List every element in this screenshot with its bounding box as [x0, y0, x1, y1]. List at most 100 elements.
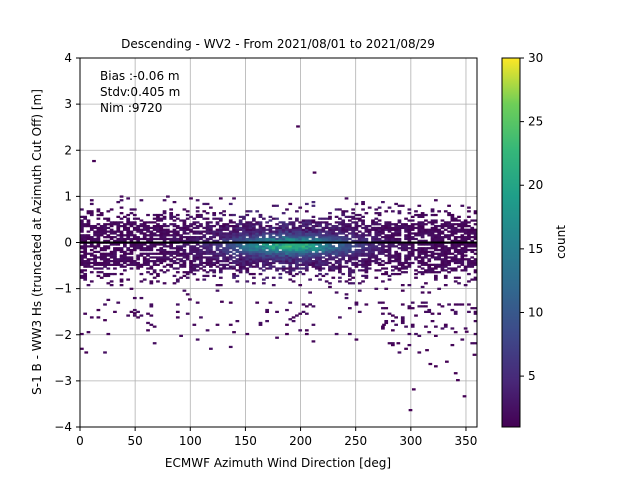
heatmap-cell	[149, 236, 154, 239]
heatmap-cell	[460, 228, 465, 231]
heatmap-cell	[410, 215, 415, 218]
heatmap-cell	[248, 243, 253, 246]
heatmap-cell	[261, 234, 266, 237]
heatmap-cell	[400, 245, 405, 248]
heatmap-cell	[222, 247, 226, 250]
heatmap-cell	[347, 269, 352, 272]
heatmap-cell	[185, 210, 190, 213]
heatmap-cell	[453, 303, 458, 306]
heatmap-cell	[268, 252, 273, 255]
heatmap-cell	[205, 212, 210, 215]
heatmap-cell	[192, 258, 197, 261]
heatmap-cell	[351, 245, 355, 248]
heatmap-cell	[364, 269, 369, 272]
heatmap-cell	[228, 345, 233, 349]
heatmap-cell	[271, 217, 276, 220]
heatmap-cell	[354, 338, 359, 341]
heatmap-cell	[258, 230, 263, 233]
heatmap-cell	[453, 230, 458, 233]
heatmap-cell	[152, 224, 157, 228]
heatmap-cell	[367, 224, 372, 228]
heatmap-cell	[473, 307, 477, 310]
heatmap-cell	[83, 252, 88, 255]
heatmap-cell	[384, 250, 389, 254]
x-tick-label: 100	[179, 434, 202, 448]
heatmap-cell	[341, 228, 346, 231]
heatmap-cell	[96, 232, 101, 235]
heatmap-cell	[298, 206, 303, 209]
heatmap-cell	[156, 243, 160, 246]
heatmap-cell	[113, 223, 117, 226]
heatmap-cell	[364, 226, 369, 230]
heatmap-cell	[103, 274, 107, 278]
heatmap-cell	[288, 217, 293, 220]
heatmap-cell	[312, 171, 317, 174]
heatmap-cell	[420, 215, 425, 218]
heatmap-cell	[169, 234, 174, 237]
heatmap-cell	[404, 248, 408, 252]
heatmap-cell	[106, 254, 111, 257]
heatmap-cell	[192, 265, 197, 268]
heatmap-cell	[129, 230, 134, 233]
heatmap-cell	[255, 245, 260, 248]
heatmap-cell	[238, 239, 243, 242]
heatmap-cell	[152, 261, 157, 265]
heatmap-cell	[424, 325, 428, 328]
heatmap-cell	[304, 329, 309, 332]
heatmap-cell	[245, 210, 250, 213]
heatmap-cell	[159, 226, 164, 230]
heatmap-cell	[341, 248, 346, 252]
heatmap-cell	[291, 250, 296, 254]
heatmap-cell	[361, 274, 365, 278]
heatmap-cell	[215, 245, 220, 248]
heatmap-cell	[295, 254, 299, 257]
heatmap-cell	[222, 252, 226, 255]
heatmap-cell	[404, 230, 408, 233]
heatmap-cell	[417, 224, 422, 228]
heatmap-cell	[447, 260, 451, 263]
heatmap-cell	[159, 219, 164, 222]
heatmap-cell	[440, 327, 445, 330]
heatmap-cell	[278, 237, 283, 241]
heatmap-cell	[225, 245, 230, 248]
heatmap-cell	[166, 224, 170, 228]
heatmap-cell	[275, 239, 279, 242]
heatmap-cell	[109, 221, 114, 224]
heatmap-cell	[271, 254, 276, 257]
heatmap-cell	[156, 213, 160, 217]
heatmap-cell	[225, 250, 230, 254]
heatmap-cell	[324, 261, 329, 265]
heatmap-cell	[93, 260, 97, 263]
heatmap-cell	[169, 215, 174, 218]
heatmap-cell	[142, 223, 147, 226]
heatmap-cell	[275, 217, 279, 220]
heatmap-cell	[377, 261, 382, 265]
heatmap-cell	[261, 260, 266, 263]
heatmap-cell	[212, 232, 217, 235]
heatmap-cell	[324, 272, 329, 276]
heatmap-cell	[192, 269, 197, 272]
heatmap-cell	[470, 261, 475, 265]
heatmap-cell	[261, 254, 266, 257]
heatmap-cell	[354, 226, 359, 230]
heatmap-cell	[351, 232, 355, 235]
heatmap-cell	[420, 258, 425, 261]
heatmap-cell	[334, 239, 339, 242]
heatmap-cell	[146, 260, 150, 263]
heatmap-cell	[232, 260, 236, 263]
heatmap-cell	[172, 282, 177, 285]
heatmap-cell	[172, 237, 177, 241]
heatmap-cell	[248, 232, 253, 235]
heatmap-cell	[103, 230, 107, 233]
heatmap-cell	[258, 258, 263, 261]
heatmap-cell	[222, 224, 226, 228]
heatmap-cell	[199, 267, 203, 270]
heatmap-cell	[215, 256, 220, 259]
heatmap-cell	[437, 303, 442, 306]
heatmap-cell	[467, 228, 471, 231]
heatmap-cell	[301, 232, 306, 235]
heatmap-cell	[83, 248, 88, 252]
heatmap-cell	[443, 260, 448, 263]
heatmap-cell	[463, 248, 468, 252]
heatmap-cell	[298, 230, 303, 233]
